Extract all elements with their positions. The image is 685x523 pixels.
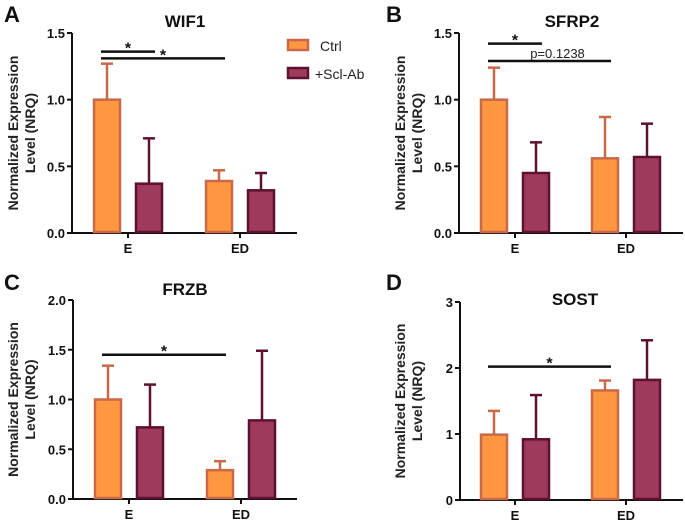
bar-sclab: [247, 419, 277, 500]
bar-sclab: [632, 378, 662, 501]
y-axis-label: Normalized Expression: [392, 56, 408, 211]
panel-letter: B: [386, 2, 402, 27]
y-tick-label: 1.0: [48, 393, 66, 408]
y-axis-label: Level (NRQ): [22, 93, 38, 173]
y-tick-label: 1.0: [47, 93, 65, 108]
y-tick-label: 0.0: [48, 492, 66, 507]
bar-ctrl: [205, 468, 235, 500]
y-tick-label: 2: [446, 361, 453, 376]
y-axis-label: Normalized Expression: [5, 56, 21, 211]
panel-title: FRZB: [162, 280, 207, 299]
y-tick-label: 0.5: [48, 442, 66, 457]
x-tick-label: E: [125, 507, 134, 522]
panel-a: A WIF1 Normalized Expression Level (NRQ) 0.0…: [4, 2, 297, 256]
bar-sclab: [521, 171, 551, 234]
y-axis-label: Normalized Expression: [5, 322, 21, 477]
legend-label-ctrl: Ctrl: [320, 38, 342, 54]
y-tick-label: 0.0: [434, 226, 452, 241]
y-tick-label: 0.5: [434, 159, 452, 174]
panel-letter: C: [4, 270, 20, 295]
y-tick-label: 1.0: [434, 93, 452, 108]
legend-swatch-ctrl: [286, 38, 310, 52]
x-tick-label: E: [511, 508, 520, 523]
bar-sclab: [134, 182, 164, 234]
bar-ctrl: [590, 157, 620, 234]
p-value-label: p=0.1238: [530, 46, 585, 61]
y-tick-label: 1.5: [434, 26, 452, 41]
x-tick-label: E: [124, 241, 133, 256]
panel-d: D SOST Normalized Expression Level (NRQ) 0 1 2…: [386, 270, 683, 523]
bar-ctrl: [479, 98, 509, 234]
y-tick-label: 2.0: [48, 293, 66, 308]
bar-ctrl: [479, 433, 509, 501]
bar-ctrl: [92, 98, 122, 234]
panel-title: SOST: [552, 290, 599, 309]
bar-sclab: [246, 189, 276, 234]
y-tick-label: 0.5: [47, 159, 65, 174]
legend-swatch-scl-ab: [286, 66, 310, 80]
x-tick-label: ED: [617, 241, 635, 256]
y-axis-label: Level (NRQ): [409, 93, 425, 173]
legend: Ctrl +Scl-Ab: [286, 38, 365, 82]
panel-title: SFRP2: [545, 12, 600, 31]
significance-star: *: [161, 344, 168, 361]
y-tick-label: 0.0: [47, 226, 65, 241]
panel-letter: A: [4, 2, 20, 27]
significance-star: *: [160, 47, 167, 64]
bar-sclab: [521, 438, 551, 501]
y-tick-label: 1: [446, 427, 453, 442]
significance-star: *: [512, 33, 519, 50]
y-axis-label: Normalized Expression: [392, 324, 408, 479]
bar-sclab: [135, 426, 165, 500]
panel-title: WIF1: [165, 12, 206, 31]
y-axis-label: Level (NRQ): [22, 359, 38, 439]
y-tick-label: 1.5: [48, 343, 66, 358]
x-tick-label: ED: [232, 507, 250, 522]
panel-c: C FRZB Normalized Expression Level (NRQ) 0.0…: [4, 270, 297, 522]
significance-star: *: [546, 356, 553, 373]
panel-b: B SFRP2 Normalized Expression Level (NRQ) 0.…: [386, 2, 683, 256]
significance-star: *: [125, 41, 132, 58]
y-tick-label: 0: [446, 493, 453, 508]
y-axis-label: Level (NRQ): [409, 361, 425, 441]
legend-label-scl-ab: +Scl-Ab: [315, 66, 365, 82]
panel-letter: D: [386, 270, 402, 295]
bar-ctrl: [590, 389, 620, 501]
bar-sclab: [632, 155, 662, 234]
y-tick-label: 3: [446, 295, 453, 310]
y-tick-label: 1.5: [47, 26, 65, 41]
bar-ctrl: [204, 179, 234, 234]
x-tick-label: E: [511, 241, 520, 256]
bar-ctrl: [93, 398, 123, 500]
x-tick-label: ED: [617, 508, 635, 523]
x-tick-label: ED: [231, 241, 249, 256]
